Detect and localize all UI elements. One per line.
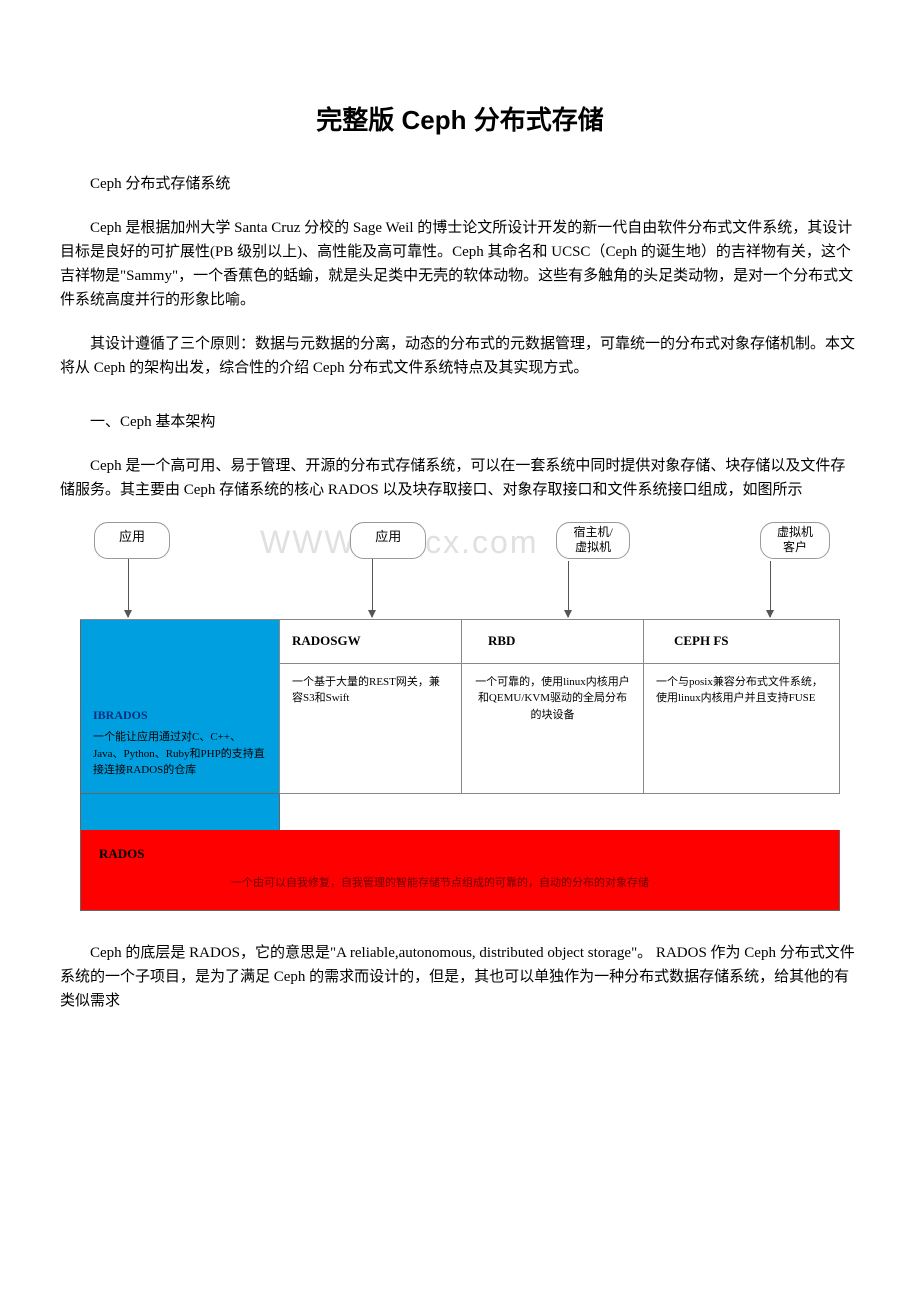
arrow-4	[770, 561, 771, 617]
top-box-app1: 应用	[94, 522, 170, 559]
section-heading-1: 一、Ceph 基本架构	[60, 410, 860, 434]
top-box-host: 宿主机/ 虚拟机	[556, 522, 629, 559]
arrow-2	[372, 559, 373, 617]
rados-desc: 一个由可以自我修复，自我管理的智能存储节点组成的可靠的，自动的分布的对象存储	[81, 871, 839, 911]
paragraph-4: Ceph 是一个高可用、易于管理、开源的分布式存储系统，可以在一套系统中同时提供…	[60, 454, 860, 502]
radosgw-desc: 一个基于大量的REST网关，兼容S3和Swift	[280, 664, 462, 794]
rados-gap	[80, 794, 280, 830]
librados-heading: IBRADOS	[93, 706, 267, 725]
diagram-mid-grid: IBRADOS 一个能让应用通过对C、C++、Java、Python、Ruby和…	[80, 619, 840, 794]
paragraph-5: Ceph 的底层是 RADOS，它的意思是"A reliable,autonom…	[60, 941, 860, 1013]
paragraph-2: Ceph 是根据加州大学 Santa Cruz 分校的 Sage Weil 的博…	[60, 216, 860, 312]
paragraph-3: 其设计遵循了三个原则：数据与元数据的分离，动态的分布式的元数据管理，可靠统一的分…	[60, 332, 860, 380]
arrow-1	[128, 559, 129, 617]
top-box-app2: 应用	[350, 522, 426, 559]
architecture-diagram: WWW.bdocx.com 应用 应用 宿主机/ 虚拟机 虚拟机 客户 IBRA…	[80, 522, 840, 912]
page-title: 完整版 Ceph 分布式存储	[60, 100, 860, 142]
librados-desc: 一个能让应用通过对C、C++、Java、Python、Ruby和PHP的支持直接…	[93, 729, 267, 779]
rbd-header: RBD	[462, 620, 644, 664]
cephfs-desc: 一个与posix兼容分布式文件系统，使用linux内核用户并且支持FUSE	[644, 664, 840, 794]
librados-cell: IBRADOS 一个能让应用通过对C、C++、Java、Python、Ruby和…	[80, 620, 280, 794]
top-box-vm: 虚拟机 客户	[760, 522, 830, 559]
rados-title: RADOS	[81, 830, 839, 871]
diagram-top-row: 应用 应用 宿主机/ 虚拟机 虚拟机 客户	[80, 522, 840, 559]
rados-block: RADOS 一个由可以自我修复，自我管理的智能存储节点组成的可靠的，自动的分布的…	[80, 830, 840, 911]
arrow-3	[568, 561, 569, 617]
radosgw-header: RADOSGW	[280, 620, 462, 664]
rbd-desc: 一个可靠的，使用linux内核用户和QEMU/KVM驱动的全局分布的块设备	[462, 664, 644, 794]
cephfs-header: CEPH FS	[644, 620, 840, 664]
paragraph-1: Ceph 分布式存储系统	[60, 172, 860, 196]
